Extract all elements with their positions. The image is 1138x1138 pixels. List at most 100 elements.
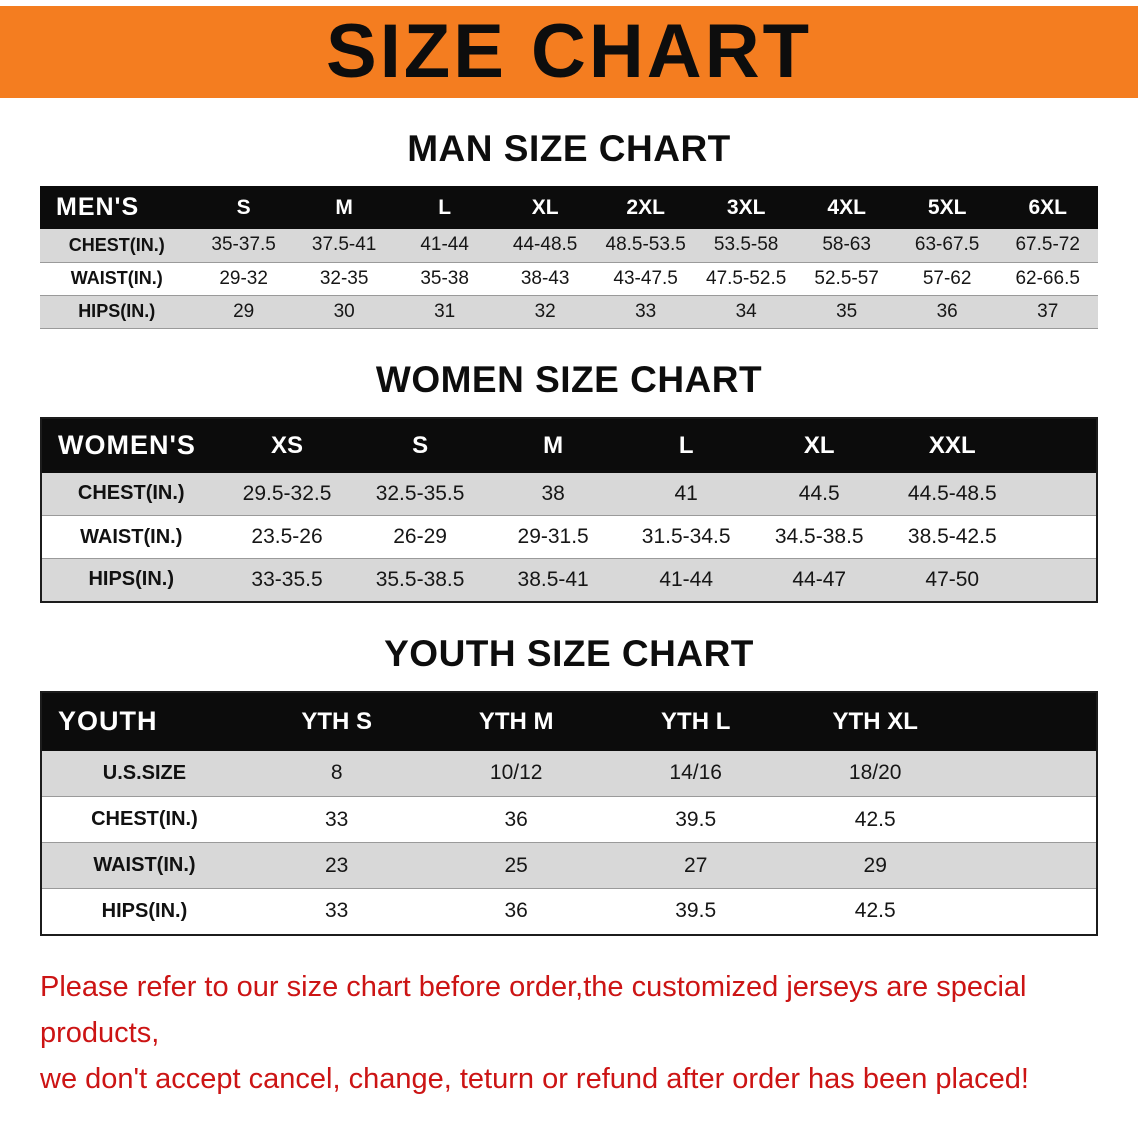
size-value: 57-62 bbox=[922, 267, 972, 289]
size-value: 63-67.5 bbox=[914, 234, 980, 256]
mens-column-header: 6XL bbox=[997, 186, 1098, 229]
row-filler-cell bbox=[1019, 559, 1097, 602]
youth-table-row: U.S.SIZE 8 10/12 14/16 18/20 bbox=[41, 750, 1097, 797]
size-value: 29-31.5 bbox=[517, 525, 589, 548]
size-value: 38.5-41 bbox=[517, 567, 589, 591]
size-value: 29.5-32.5 bbox=[242, 481, 332, 505]
size-value: 58-63 bbox=[822, 234, 871, 256]
womens-section-heading: WOMEN SIZE CHART bbox=[375, 358, 763, 400]
size-value: 29 bbox=[863, 853, 887, 877]
size-value: 41-44 bbox=[659, 567, 714, 591]
row-filler-cell bbox=[1019, 473, 1097, 516]
womens-table-row: HIPS(IN.) 33-35.5 35.5-38.5 38.5-41 41-44 44-… bbox=[41, 558, 1097, 602]
size-value: 47-50 bbox=[925, 567, 980, 591]
size-value: 23 bbox=[324, 853, 349, 877]
size-chart-banner: SIZE CHART bbox=[0, 6, 1138, 98]
size-value: 33-35.5 bbox=[251, 567, 323, 591]
mens-column-header: 2XL bbox=[595, 186, 696, 229]
size-value: 44.5-48.5 bbox=[907, 481, 997, 505]
mens-table-row: WAIST(IN.) 29-32 32-35 35-38 38-43 43-47.5 47.… bbox=[40, 262, 1098, 295]
mens-table-row: HIPS(IN.) 29 30 31 32 33 34 35 36 37 bbox=[40, 295, 1098, 328]
size-value: 31 bbox=[434, 300, 456, 322]
size-value: 23.5-26 bbox=[251, 525, 323, 548]
row-label: U.S.SIZE bbox=[102, 761, 187, 784]
section-mens: MAN SIZE CHART MEN'S S M L XL 2XL 3XL 4XL 5XL 6XL C… bbox=[0, 128, 1138, 329]
size-value: 34 bbox=[735, 300, 757, 322]
womens-column-header: XL bbox=[752, 417, 886, 473]
youth-section-heading: YOUTH SIZE CHART bbox=[384, 632, 754, 674]
size-value: 38-43 bbox=[520, 267, 570, 289]
row-label: WAIST(IN.) bbox=[80, 525, 183, 548]
size-value: 53.5-58 bbox=[713, 234, 779, 256]
womens-column-header: XXL bbox=[885, 417, 1019, 473]
mens-column-header: XL bbox=[494, 186, 596, 229]
size-value: 37 bbox=[1037, 300, 1059, 322]
youth-header-row: YOUTH YTH S YTH M YTH L YTH XL bbox=[41, 691, 1097, 751]
size-value: 43-47.5 bbox=[613, 267, 678, 289]
size-value: 31.5-34.5 bbox=[641, 525, 731, 548]
row-label: CHEST(IN.) bbox=[91, 808, 198, 830]
size-value: 52.5-57 bbox=[814, 267, 879, 289]
size-value: 33 bbox=[324, 899, 349, 923]
size-value: 33 bbox=[635, 300, 657, 322]
womens-size-table: WOMEN'S XS S M L XL XXL CHEST(IN.) 29.5-32.5 32.5… bbox=[40, 416, 1098, 603]
row-label: WAIST(IN.) bbox=[93, 854, 196, 876]
row-filler-cell bbox=[965, 843, 1097, 889]
row-label: WAIST(IN.) bbox=[70, 268, 163, 288]
mens-column-header: 4XL bbox=[796, 186, 897, 229]
mens-column-header: 3XL bbox=[695, 186, 797, 229]
size-value: 44-47 bbox=[792, 567, 847, 591]
mens-column-header: L bbox=[394, 186, 495, 229]
size-value: 25 bbox=[504, 853, 528, 877]
womens-column-header: M bbox=[486, 417, 620, 473]
row-filler-cell bbox=[1019, 516, 1097, 559]
size-value: 29-32 bbox=[219, 267, 268, 289]
footer-note-line2: we don't accept cancel, change, teturn o… bbox=[40, 1063, 1029, 1096]
sections: MAN SIZE CHART MEN'S S M L XL 2XL 3XL 4XL 5XL 6XL C… bbox=[0, 128, 1138, 936]
size-value: 32.5-35.5 bbox=[375, 481, 465, 505]
size-value: 32 bbox=[534, 300, 556, 322]
size-value: 30 bbox=[333, 300, 355, 322]
size-value: 38 bbox=[541, 481, 565, 505]
section-womens: WOMEN SIZE CHART WOMEN'S XS S M L XL XXL CHEST(I… bbox=[0, 359, 1138, 603]
section-youth: YOUTH SIZE CHART YOUTH YTH S YTH M YTH L YTH … bbox=[0, 633, 1138, 936]
youth-column-header: YTH L bbox=[605, 691, 786, 751]
youth-size-table: YOUTH YTH S YTH M YTH L YTH XL U.S.SIZE 8 10/12… bbox=[40, 690, 1098, 936]
size-value: 36 bbox=[504, 899, 528, 923]
row-label: HIPS(IN.) bbox=[101, 899, 188, 922]
youth-corner-header: YOUTH bbox=[41, 691, 247, 751]
youth-table-row: HIPS(IN.) 33 36 39.5 42.5 bbox=[41, 888, 1097, 935]
youth-column-header: YTH XL bbox=[785, 691, 965, 751]
size-value: 44.5 bbox=[798, 481, 840, 505]
size-value: 32-35 bbox=[319, 267, 369, 289]
size-value: 41 bbox=[674, 481, 698, 505]
row-label: CHEST(IN.) bbox=[68, 234, 165, 255]
size-value: 62-66.5 bbox=[1015, 267, 1080, 289]
row-filler-cell bbox=[965, 751, 1097, 797]
size-value: 67.5-72 bbox=[1015, 234, 1080, 256]
mens-column-header: M bbox=[293, 186, 395, 229]
size-value: 41-44 bbox=[420, 234, 469, 256]
size-value: 42.5 bbox=[854, 807, 896, 831]
size-value: 47.5-52.5 bbox=[706, 267, 787, 289]
size-value: 27 bbox=[684, 853, 708, 877]
youth-table-row: CHEST(IN.) 33 36 39.5 42.5 bbox=[41, 796, 1097, 843]
mens-corner-header: MEN'S bbox=[40, 186, 194, 229]
footer-note-line1: Please refer to our size chart before or… bbox=[40, 970, 1027, 1049]
size-value: 10/12 bbox=[489, 761, 543, 785]
size-value: 8 bbox=[330, 761, 343, 785]
header-filler-cell bbox=[964, 691, 1097, 751]
mens-table-row: CHEST(IN.) 35-37.5 37.5-41 41-44 44-48.5 48.5… bbox=[40, 229, 1098, 262]
size-value: 35-38 bbox=[420, 267, 469, 289]
mens-header-row: MEN'S S M L XL 2XL 3XL 4XL 5XL 6XL bbox=[40, 186, 1098, 229]
mens-column-header: 5XL bbox=[896, 186, 998, 229]
womens-corner-header: WOMEN'S bbox=[41, 417, 221, 473]
size-value: 35.5-38.5 bbox=[375, 567, 465, 591]
womens-column-header: S bbox=[353, 417, 487, 473]
size-value: 14/16 bbox=[669, 761, 722, 785]
mens-section-heading: MAN SIZE CHART bbox=[407, 128, 731, 169]
size-value: 18/20 bbox=[848, 761, 902, 785]
size-value: 35 bbox=[836, 300, 858, 322]
womens-table-row: CHEST(IN.) 29.5-32.5 32.5-35.5 38 41 44.5 44.5… bbox=[41, 472, 1097, 516]
size-value: 38.5-42.5 bbox=[907, 525, 997, 548]
